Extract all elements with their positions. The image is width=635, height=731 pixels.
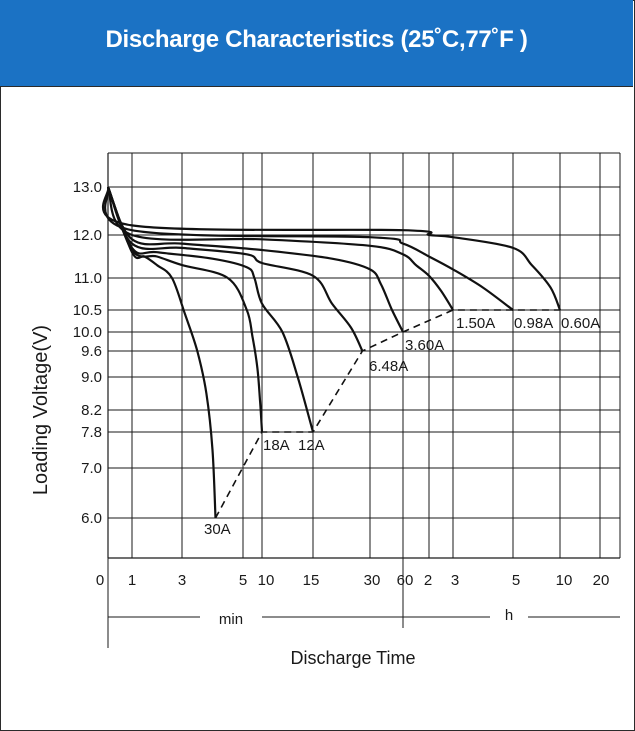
- y-tick-label: 6.0: [81, 510, 102, 527]
- series-label: 30A: [204, 521, 231, 538]
- series-labels: 30A 18A 12A 6.48A 3.60A 1.50A 0.98A 0.60A: [204, 315, 600, 538]
- series-line-0.98A: [104, 186, 514, 311]
- series-line-18A: [106, 186, 264, 433]
- series-line-12A: [106, 186, 315, 433]
- series-label: 1.50A: [456, 315, 495, 332]
- header-bar: Discharge Characteristics (25˚C,77˚F ): [0, 0, 633, 87]
- y-tick-label: 12.0: [73, 227, 102, 244]
- tick-labels: 13.0 12.0 11.0 10.5 10.0 9.6 9.0 8.2 7.8 7.0 6.0 0 1…: [73, 179, 610, 589]
- end-voltage-line: [214, 309, 560, 519]
- series-line-1.50A: [106, 186, 454, 311]
- x-tick-label: 60: [397, 572, 414, 589]
- x-tick-label: 2: [424, 572, 432, 589]
- y-tick-label: 7.8: [81, 424, 102, 441]
- x-tick-label: 5: [239, 572, 247, 589]
- x-tick-label: 5: [512, 572, 520, 589]
- x-tick-label: 0: [96, 572, 104, 589]
- axis-labels: Loading Voltage(V) Discharge Time min h: [30, 325, 620, 668]
- grid: [107, 152, 621, 648]
- series-label: 0.98A: [514, 315, 553, 332]
- y-tick-label: 8.2: [81, 402, 102, 419]
- x-tick-label: 1: [128, 572, 136, 589]
- series-label: 0.60A: [561, 315, 600, 332]
- x-tick-label: 15: [303, 572, 320, 589]
- chart-title: Discharge Characteristics (25˚C,77˚F ): [105, 26, 528, 53]
- series-line-3.60A: [106, 186, 404, 333]
- y-tick-label: 7.0: [81, 460, 102, 477]
- end-voltage-dashed-line: [214, 309, 560, 519]
- y-tick-label: 9.0: [81, 369, 102, 386]
- series-line-0.60A: [101, 186, 562, 311]
- series-label: 12A: [298, 437, 325, 454]
- series-label: 6.48A: [369, 358, 408, 375]
- x-tick-label: 10: [556, 572, 573, 589]
- y-tick-label: 10.5: [73, 302, 102, 319]
- x-axis-title: Discharge Time: [290, 648, 415, 668]
- unit-h-label: h: [505, 607, 513, 624]
- unit-min-label: min: [219, 611, 243, 628]
- series-label: 3.60A: [405, 337, 444, 354]
- x-tick-label: 20: [593, 572, 610, 589]
- x-tick-label: 10: [258, 572, 275, 589]
- y-axis-title: Loading Voltage(V): [30, 325, 52, 495]
- discharge-curves: [101, 186, 562, 519]
- x-tick-label: 30: [364, 572, 381, 589]
- series-line-6.48A: [106, 186, 364, 352]
- series-label: 18A: [263, 437, 290, 454]
- y-tick-label: 9.6: [81, 343, 102, 360]
- y-tick-label: 13.0: [73, 179, 102, 196]
- x-tick-label: 3: [178, 572, 186, 589]
- x-tick-label: 3: [451, 572, 459, 589]
- series-line-30A: [106, 186, 217, 519]
- y-tick-label: 11.0: [74, 270, 102, 287]
- y-tick-label: 10.0: [73, 324, 102, 341]
